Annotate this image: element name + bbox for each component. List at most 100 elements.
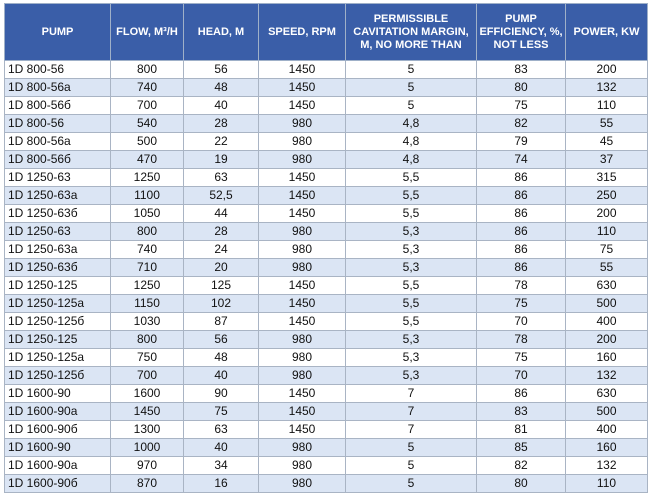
value-cell: 86 bbox=[476, 204, 566, 223]
value-cell: 5,5 bbox=[345, 186, 477, 205]
value-cell: 630 bbox=[565, 384, 648, 403]
value-cell: 980 bbox=[258, 330, 346, 349]
value-cell: 5,3 bbox=[345, 348, 477, 367]
value-cell: 740 bbox=[110, 240, 184, 259]
value-cell: 5,3 bbox=[345, 330, 477, 349]
table-row: 1D 1250-125а 750 48 980 5,3 75 160 bbox=[4, 348, 648, 367]
value-cell: 20 bbox=[183, 258, 259, 277]
value-cell: 1030 bbox=[110, 312, 184, 331]
value-cell: 200 bbox=[565, 204, 648, 223]
value-cell: 63 bbox=[183, 168, 259, 187]
value-cell: 5 bbox=[345, 474, 477, 493]
value-cell: 56 bbox=[183, 60, 259, 79]
value-cell: 80 bbox=[476, 474, 566, 493]
table-row: 1D 1600-90б 1300 63 1450 7 81 400 bbox=[4, 420, 648, 439]
pump-cell: 1D 1250-63б bbox=[4, 204, 111, 223]
table-row: 1D 1600-90 1600 90 1450 7 86 630 bbox=[4, 384, 648, 403]
table-row: 1D 1250-63б 710 20 980 5,3 86 55 bbox=[4, 258, 648, 277]
value-cell: 5,3 bbox=[345, 240, 477, 259]
value-cell: 110 bbox=[565, 474, 648, 493]
value-cell: 70 bbox=[476, 366, 566, 385]
value-cell: 630 bbox=[565, 276, 648, 295]
table-row: 1D 800-56а 500 22 980 4,8 79 45 bbox=[4, 132, 648, 151]
value-cell: 540 bbox=[110, 114, 184, 133]
value-cell: 400 bbox=[565, 420, 648, 439]
value-cell: 85 bbox=[476, 438, 566, 457]
value-cell: 470 bbox=[110, 150, 184, 169]
value-cell: 37 bbox=[565, 150, 648, 169]
value-cell: 86 bbox=[476, 384, 566, 403]
pump-cell: 1D 1250-125 bbox=[4, 330, 111, 349]
value-cell: 83 bbox=[476, 60, 566, 79]
value-cell: 48 bbox=[183, 348, 259, 367]
pump-cell: 1D 800-56 bbox=[4, 114, 111, 133]
value-cell: 200 bbox=[565, 60, 648, 79]
value-cell: 1250 bbox=[110, 276, 184, 295]
header-cell: HEAD, M bbox=[183, 3, 259, 61]
table-row: 1D 1600-90б 870 16 980 5 80 110 bbox=[4, 474, 648, 493]
value-cell: 34 bbox=[183, 456, 259, 475]
value-cell: 87 bbox=[183, 312, 259, 331]
value-cell: 7 bbox=[345, 420, 477, 439]
value-cell: 75 bbox=[183, 402, 259, 421]
value-cell: 28 bbox=[183, 114, 259, 133]
value-cell: 1450 bbox=[258, 402, 346, 421]
pump-cell: 1D 1600-90а bbox=[4, 402, 111, 421]
value-cell: 400 bbox=[565, 312, 648, 331]
table-row: 1D 1600-90а 970 34 980 5 82 132 bbox=[4, 456, 648, 475]
value-cell: 40 bbox=[183, 438, 259, 457]
value-cell: 5,3 bbox=[345, 222, 477, 241]
value-cell: 45 bbox=[565, 132, 648, 151]
value-cell: 132 bbox=[565, 78, 648, 97]
value-cell: 5,3 bbox=[345, 366, 477, 385]
pump-cell: 1D 1600-90б bbox=[4, 474, 111, 493]
pump-cell: 1D 1250-125б bbox=[4, 366, 111, 385]
pump-cell: 1D 1250-63б bbox=[4, 258, 111, 277]
value-cell: 19 bbox=[183, 150, 259, 169]
value-cell: 102 bbox=[183, 294, 259, 313]
value-cell: 55 bbox=[565, 114, 648, 133]
value-cell: 132 bbox=[565, 456, 648, 475]
value-cell: 86 bbox=[476, 240, 566, 259]
value-cell: 86 bbox=[476, 186, 566, 205]
pump-cell: 1D 1600-90а bbox=[4, 456, 111, 475]
value-cell: 63 bbox=[183, 420, 259, 439]
value-cell: 82 bbox=[476, 114, 566, 133]
value-cell: 980 bbox=[258, 474, 346, 493]
value-cell: 1450 bbox=[258, 312, 346, 331]
value-cell: 86 bbox=[476, 168, 566, 187]
value-cell: 1450 bbox=[258, 78, 346, 97]
value-cell: 75 bbox=[565, 240, 648, 259]
table-body: 1D 800-56 800 56 1450 5 83 200 1D 800-56а 740 48 1… bbox=[4, 60, 648, 493]
value-cell: 800 bbox=[110, 60, 184, 79]
value-cell: 1450 bbox=[258, 420, 346, 439]
value-cell: 81 bbox=[476, 420, 566, 439]
value-cell: 74 bbox=[476, 150, 566, 169]
value-cell: 1450 bbox=[258, 168, 346, 187]
value-cell: 1000 bbox=[110, 438, 184, 457]
table-row: 1D 1250-63б 1050 44 1450 5,5 86 200 bbox=[4, 204, 648, 223]
value-cell: 870 bbox=[110, 474, 184, 493]
value-cell: 800 bbox=[110, 222, 184, 241]
value-cell: 86 bbox=[476, 222, 566, 241]
value-cell: 5 bbox=[345, 60, 477, 79]
value-cell: 980 bbox=[258, 438, 346, 457]
value-cell: 90 bbox=[183, 384, 259, 403]
pump-cell: 1D 1250-125 bbox=[4, 276, 111, 295]
value-cell: 75 bbox=[476, 294, 566, 313]
value-cell: 980 bbox=[258, 240, 346, 259]
value-cell: 1100 bbox=[110, 186, 184, 205]
pump-cell: 1D 1250-63 bbox=[4, 168, 111, 187]
header-cell: SPEED, RPM bbox=[258, 3, 346, 61]
header-row: PUMP FLOW, M³/H HEAD, M SPEED, RPM PERMISSIB… bbox=[4, 3, 648, 61]
pump-cell: 1D 1600-90 bbox=[4, 384, 111, 403]
value-cell: 980 bbox=[258, 258, 346, 277]
pump-cell: 1D 800-56 bbox=[4, 60, 111, 79]
value-cell: 5,5 bbox=[345, 204, 477, 223]
value-cell: 110 bbox=[565, 96, 648, 115]
table-row: 1D 800-56б 700 40 1450 5 75 110 bbox=[4, 96, 648, 115]
pump-cell: 1D 1250-125б bbox=[4, 312, 111, 331]
value-cell: 1050 bbox=[110, 204, 184, 223]
value-cell: 5 bbox=[345, 456, 477, 475]
